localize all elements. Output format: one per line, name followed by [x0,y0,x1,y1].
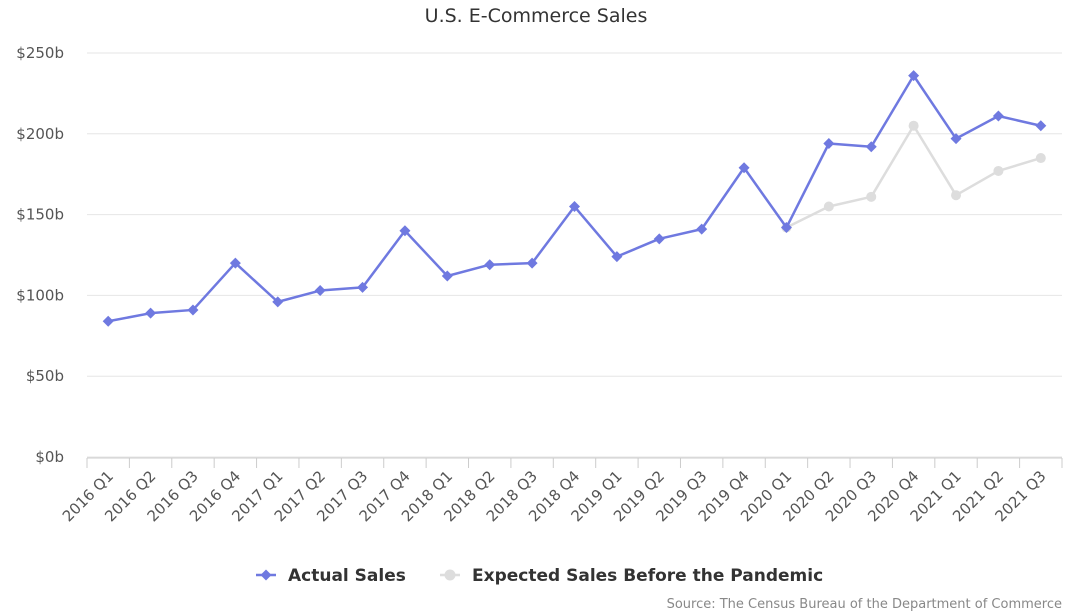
data-point[interactable] [865,141,877,153]
diamond-marker-icon [260,569,272,581]
legend-item-actual-sales[interactable]: Actual Sales [256,566,406,586]
data-point[interactable] [823,201,834,212]
data-point[interactable] [696,223,708,235]
data-point[interactable] [1035,153,1046,164]
data-point[interactable] [653,233,665,245]
y-tick-label: $100b [16,286,64,304]
data-point[interactable] [399,225,411,237]
data-point[interactable] [866,191,877,202]
data-point[interactable] [441,270,453,282]
data-point[interactable] [950,133,962,145]
grid-layer [87,52,1062,458]
data-point[interactable] [1035,120,1047,132]
legend-item-expected-sales[interactable]: Expected Sales Before the Pandemic [440,566,823,586]
data-point[interactable] [145,307,157,319]
data-point[interactable] [314,285,326,297]
y-tick-label: $150b [16,206,64,224]
data-point[interactable] [908,120,919,131]
data-point[interactable] [780,222,792,234]
series-line [785,124,1042,229]
y-axis: $0b $50b $100b $150b $200b $250b [16,44,64,466]
series-expected-sales [781,120,1046,233]
data-point[interactable] [357,281,369,293]
data-point[interactable] [569,201,580,213]
data-point[interactable] [187,304,199,316]
data-point[interactable] [738,162,750,174]
y-tick-label: $200b [16,125,64,143]
data-point[interactable] [908,70,920,82]
source-note: Source: The Census Bureau of the Departm… [667,597,1062,612]
series-layer [102,70,1047,327]
data-point[interactable] [484,259,496,271]
data-point[interactable] [951,190,962,201]
data-point[interactable] [272,296,284,308]
data-point[interactable] [993,165,1004,176]
circle-marker-icon [444,569,456,581]
data-point[interactable] [229,257,241,269]
y-tick-label: $50b [26,367,64,385]
legend[interactable]: Actual Sales Expected Sales Before the Pa… [256,566,823,586]
y-tick-label: $0b [35,448,64,466]
data-point[interactable] [102,315,114,327]
data-point[interactable] [526,257,538,269]
series-line [107,74,1042,323]
series-actual-sales [102,70,1047,327]
chart-title: U.S. E-Commerce Sales [425,5,648,27]
legend-label: Expected Sales Before the Pandemic [472,566,823,586]
data-point[interactable] [823,137,835,149]
y-tick-label: $250b [16,44,64,62]
data-point[interactable] [992,110,1004,122]
data-point[interactable] [611,251,623,263]
legend-label: Actual Sales [288,566,406,586]
